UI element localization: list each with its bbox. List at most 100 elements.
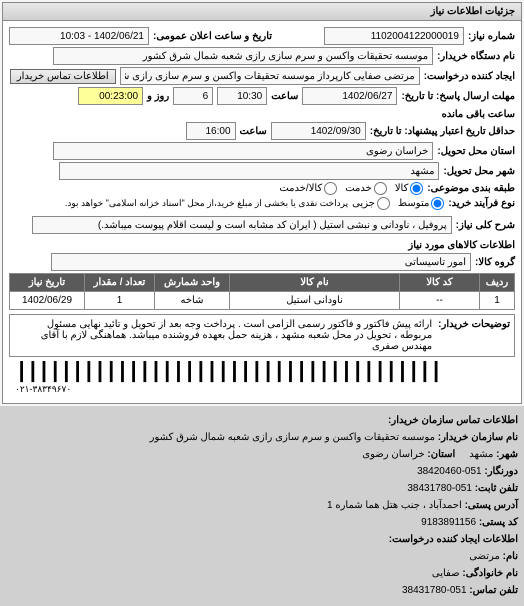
group-label: گروه کالا: — [475, 257, 515, 268]
process-opt-b: جزیی — [352, 198, 375, 209]
desc-field — [32, 216, 452, 234]
budget-radio-group: کالا خدمت کالا/خدمت — [279, 182, 423, 195]
valid-time — [186, 122, 236, 140]
barcode-number: ۰۲۱-۳۸۳۴۹۶۷۰ — [9, 384, 515, 399]
contact-address-line: آدرس پستی: احمدآباد ، جنب هتل هما شماره … — [6, 498, 518, 514]
contact-phone-label: تلفن ثابت: — [475, 483, 518, 494]
row-city: شهر محل تحویل: — [9, 162, 515, 180]
valid-label: حداقل تاریخ اعتبار پیشنهاد: تا تاریخ: — [370, 126, 515, 137]
process-radio-group: متوسط جزیی — [352, 197, 444, 210]
row-desc: شرح کلی نیاز: — [9, 216, 515, 234]
row-req-no: شماره نیاز: تاریخ و ساعت اعلان عمومی: — [9, 27, 515, 45]
budget-radio-kala[interactable] — [410, 182, 423, 195]
req-family: صفایی — [432, 568, 460, 579]
budget-label: طبقه بندی موضوعی: — [427, 183, 515, 194]
col-unit: واحد شمارش — [155, 274, 230, 292]
main-panel: جزئیات اطلاعات نیاز شماره نیاز: تاریخ و … — [2, 2, 522, 404]
req-phone-label: تلفن تماس: — [469, 585, 518, 596]
table-row: 1 -- ناودانی استیل شاخه 1 1402/06/29 — [10, 292, 515, 310]
remain-suffix: ساعت باقی مانده — [442, 109, 515, 120]
budget-opt-b: خدمت — [345, 183, 372, 194]
budget-radio-both[interactable] — [324, 182, 337, 195]
row-valid: حداقل تاریخ اعتبار پیشنهاد: تا تاریخ: سا… — [9, 122, 515, 140]
contact-post: 9183891156 — [421, 517, 476, 528]
contact-fax-line: دورنگار: 051-38420460 — [6, 464, 518, 480]
panel-title: جزئیات اطلاعات نیاز — [3, 3, 521, 21]
valid-date — [271, 122, 366, 140]
remain-days-label: روز و — [147, 91, 169, 102]
notes-text: ارائه پیش فاکتور و فاکتور رسمی الزامی اس… — [14, 319, 432, 352]
contact-city: مشهد — [469, 449, 493, 460]
deadline-time-label: ساعت — [271, 91, 298, 102]
req-name: مرتضی — [469, 551, 500, 562]
city-field — [59, 162, 439, 180]
process-radio-minor[interactable] — [377, 197, 390, 210]
cell-date: 1402/06/29 — [10, 292, 85, 310]
row-process: نوع فرآیند خرید: متوسط جزیی پرداخت نقدی … — [9, 197, 515, 210]
req-phone: 051-38431780 — [402, 585, 467, 596]
col-qty: تعداد / مقدار — [85, 274, 155, 292]
contact-info-button[interactable]: اطلاعات تماس خریدار — [10, 69, 116, 84]
budget-radio-khedmat[interactable] — [374, 182, 387, 195]
col-row: ردیف — [480, 274, 515, 292]
org-label: نام دستگاه خریدار: — [437, 51, 515, 62]
creator-label: ایجاد کننده درخواست: — [424, 71, 515, 82]
req-title: اطلاعات ایجاد کننده درخواست: — [6, 532, 518, 548]
req-family-label: نام خانوادگی: — [462, 568, 518, 579]
row-deadline: مهلت ارسال پاسخ: تا تاریخ: ساعت روز و سا… — [9, 87, 515, 120]
deadline-date — [302, 87, 397, 105]
buyer-notes: توضیحات خریدار: ارائه پیش فاکتور و فاکتو… — [9, 314, 515, 357]
remain-time — [78, 87, 143, 105]
req-phone-line: تلفن تماس: 051-38431780 — [6, 583, 518, 599]
budget-opt-a: کالا — [395, 183, 409, 194]
process-radio-medium[interactable] — [431, 197, 444, 210]
contact-address: احمدآباد ، جنب هتل هما شماره 1 — [327, 500, 462, 511]
creator-field — [120, 67, 420, 85]
contact-org: موسسه تحقیقات واکسن و سرم سازی رازی شعبه… — [150, 432, 435, 443]
contact-section: اطلاعات تماس سازمان خریدار: نام سازمان خ… — [0, 406, 524, 606]
cell-idx: 1 — [480, 292, 515, 310]
notes-label: توضیحات خریدار: — [438, 319, 510, 352]
contact-fax-label: دورنگار: — [484, 466, 518, 477]
col-code: کد کالا — [400, 274, 480, 292]
col-date: تاریخ نیاز — [10, 274, 85, 292]
contact-org-label: نام سازمان خریدار: — [438, 432, 518, 443]
req-name-line: نام: مرتضی — [6, 549, 518, 565]
contact-province: خراسان رضوی — [362, 449, 424, 460]
process-label: نوع فرآیند خرید: — [448, 198, 515, 209]
desc-label: شرح کلی نیاز: — [456, 220, 515, 231]
org-field — [53, 47, 433, 65]
announce-label: تاریخ و ساعت اعلان عمومی: — [153, 31, 272, 42]
cell-code: -- — [400, 292, 480, 310]
contact-city-label: شهر: — [496, 449, 518, 460]
contact-org-line: نام سازمان خریدار: موسسه تحقیقات واکسن و… — [6, 430, 518, 446]
cell-unit: شاخه — [155, 292, 230, 310]
barcode-bars: |||||||||||||||||||||||||||||||||||||| — [9, 357, 515, 384]
row-budget: طبقه بندی موضوعی: کالا خدمت کالا/خدمت — [9, 182, 515, 195]
remain-days — [173, 87, 213, 105]
contact-address-label: آدرس پستی: — [465, 500, 518, 511]
req-no-field — [324, 27, 464, 45]
table-header-row: ردیف کد کالا نام کالا واحد شمارش تعداد /… — [10, 274, 515, 292]
budget-opt-c: کالا/خدمت — [279, 183, 322, 194]
goods-table: ردیف کد کالا نام کالا واحد شمارش تعداد /… — [9, 273, 515, 310]
contact-phone: 051-38431780 — [407, 483, 472, 494]
contact-title: اطلاعات تماس سازمان خریدار: — [6, 413, 518, 429]
row-province: استان محل تحویل: — [9, 142, 515, 160]
announce-field — [9, 27, 149, 45]
contact-province-label: استان: — [427, 449, 455, 460]
contact-phone-line: تلفن ثابت: 051-38431780 — [6, 481, 518, 497]
deadline-time — [217, 87, 267, 105]
contact-post-label: کد پستی: — [479, 517, 518, 528]
province-label: استان محل تحویل: — [437, 146, 515, 157]
row-creator: ایجاد کننده درخواست: اطلاعات تماس خریدار — [9, 67, 515, 85]
goods-section-title: اطلاعات کالاهای مورد نیاز — [9, 240, 515, 251]
req-no-label: شماره نیاز: — [468, 31, 515, 42]
contact-city-line: شهر: مشهد استان: خراسان رضوی — [6, 447, 518, 463]
row-org: نام دستگاه خریدار: — [9, 47, 515, 65]
row-group: گروه کالا: — [9, 253, 515, 271]
cell-qty: 1 — [85, 292, 155, 310]
province-field — [53, 142, 433, 160]
process-note: پرداخت نقدی یا بخشی از مبلغ خرید،از محل … — [65, 198, 348, 209]
col-name: نام کالا — [230, 274, 400, 292]
